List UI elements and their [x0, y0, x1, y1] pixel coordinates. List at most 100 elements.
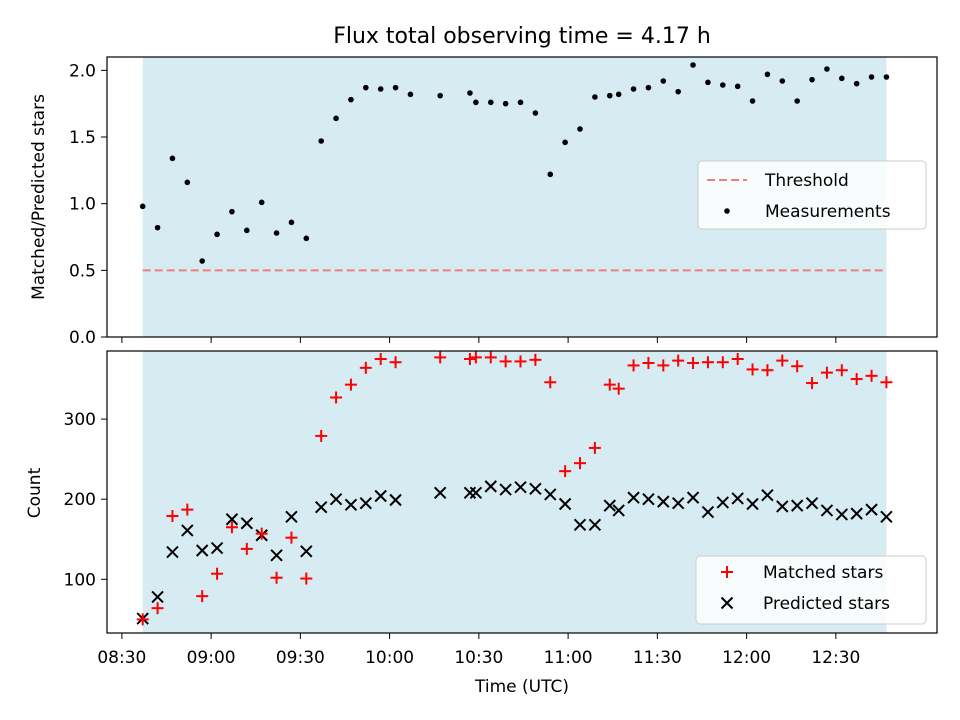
matched-star-point [612, 382, 625, 395]
x-tick-label: 12:30 [811, 648, 860, 668]
matched-star-point [574, 457, 587, 470]
ratio-y-axis: 0.0 0.5 1.0 1.5 2.0 [69, 61, 107, 348]
measurement-point [517, 99, 524, 106]
matched-star-point [344, 378, 357, 391]
predicted-star-point [573, 518, 587, 532]
measurement-point [169, 155, 176, 162]
predicted-star-point [433, 486, 447, 500]
matched-star-point [672, 354, 685, 367]
measurement-point [139, 203, 146, 210]
matched-star-point [529, 353, 542, 366]
predicted-star-point [790, 499, 804, 512]
measurement-point [199, 258, 205, 264]
measurement-point [473, 99, 479, 106]
count-x-axis: 08:30 09:00 09:30 10:00 10:30 11:00 11:30 12:00… [97, 633, 860, 668]
y-tick-label: 1.5 [69, 128, 96, 148]
measurement-point [764, 71, 771, 78]
matched-star-point [701, 356, 714, 369]
measurement-point [258, 199, 265, 206]
matched-star-point [330, 391, 343, 404]
matched-star-point [136, 613, 149, 626]
x-tick-label: 09:00 [187, 648, 236, 668]
matched-star-point [544, 376, 557, 389]
matched-star-point [687, 357, 700, 370]
legend-measurement-swatch [724, 208, 730, 214]
measurement-point [794, 98, 800, 104]
measurement-point [532, 110, 539, 116]
measurement-point [868, 74, 875, 80]
predicted-star-point [588, 518, 602, 532]
legend-predicted-label: Predicted stars [763, 594, 890, 614]
measurement-point [273, 230, 280, 236]
matched-star-point [181, 503, 194, 516]
predicted-star-point [499, 483, 512, 496]
matched-star-point [225, 521, 238, 534]
matched-star-point [588, 441, 601, 454]
legend-matched-swatch [721, 566, 733, 578]
x-tick-label: 10:00 [365, 648, 414, 668]
legend-measurement-label: Measurements [765, 202, 891, 222]
measurement-point [734, 83, 741, 90]
matched-star-point [746, 363, 759, 376]
x-tick-label: 08:30 [97, 648, 146, 668]
predicted-star-point [314, 501, 328, 514]
predicted-star-point [731, 492, 744, 505]
predicted-stars-points [136, 480, 893, 625]
matched-star-point [603, 378, 616, 391]
matched-star-point [434, 351, 447, 364]
measurement-point [303, 235, 310, 242]
matched-star-point [196, 590, 209, 603]
predicted-star-point [701, 505, 715, 519]
predicted-star-point [805, 497, 819, 510]
x-tick-label: 11:30 [633, 648, 682, 668]
predicted-star-point [166, 545, 179, 559]
y-tick-label: 0.5 [69, 261, 96, 281]
count-y-axis-label: Count [25, 467, 45, 518]
matched-star-point [469, 351, 482, 364]
predicted-star-point [389, 493, 402, 507]
measurement-point [720, 82, 726, 88]
predicted-star-point [329, 493, 343, 506]
predicted-star-point [344, 498, 358, 512]
predicted-star-point [225, 513, 239, 526]
count-plot-frame [106, 350, 938, 634]
measurement-point [779, 78, 786, 84]
legend-threshold-label: Threshold [764, 171, 849, 191]
measurement-point [229, 208, 235, 215]
matched-star-point [514, 355, 527, 368]
measurement-points [139, 62, 890, 264]
predicted-star-point [880, 510, 893, 524]
matched-star-point [657, 359, 670, 372]
x-tick-label: 12:00 [722, 648, 771, 668]
measurement-point [883, 74, 890, 80]
matched-star-point [359, 361, 372, 374]
measurement-point [839, 75, 845, 82]
x-tick-label: 09:30 [276, 648, 325, 668]
measurement-point [606, 92, 613, 99]
measurement-point [487, 99, 494, 106]
measurement-point [547, 171, 554, 178]
matched-star-point [559, 465, 572, 478]
predicted-star-point [603, 499, 616, 512]
predicted-star-point [850, 507, 863, 520]
count-panel: 100 200 300 08:30 09:00 09:30 10:00 10:30 11:00… [25, 350, 938, 697]
ratio-legend-box [697, 160, 927, 230]
measurement-point [824, 66, 830, 72]
measurement-point [645, 84, 652, 91]
matched-star-point [315, 429, 328, 442]
matched-star-point [211, 567, 224, 580]
predicted-star-point [558, 497, 572, 511]
count-legend-box [695, 555, 927, 625]
predicted-star-point [716, 496, 730, 509]
y-tick-label: 200 [64, 490, 96, 510]
matched-star-point [627, 359, 640, 372]
measurement-point [154, 224, 161, 231]
predicted-star-point [612, 504, 625, 517]
matched-star-point [484, 351, 497, 364]
matched-star-point [255, 527, 268, 540]
matched-star-point [731, 353, 744, 366]
matched-star-point [820, 366, 833, 379]
matched-star-point [791, 360, 804, 373]
legend-predicted-swatch [720, 596, 734, 610]
